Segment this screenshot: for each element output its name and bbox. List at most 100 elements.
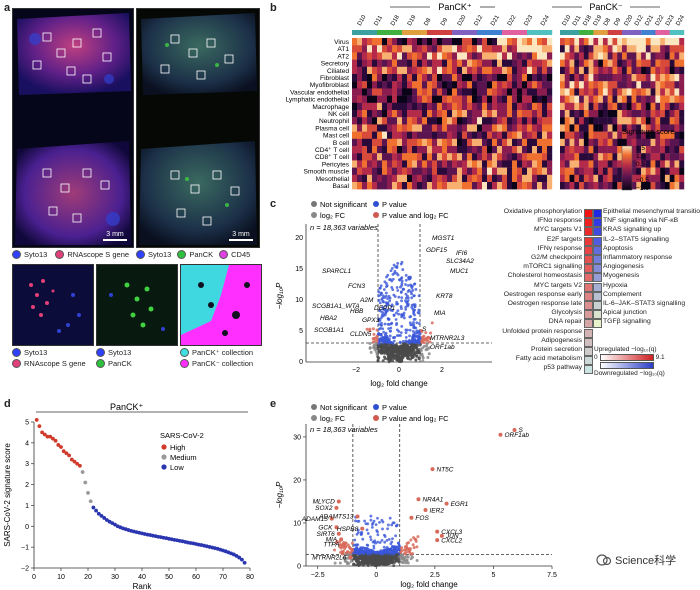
heatmap-cell — [645, 153, 651, 161]
heatmap-cell — [537, 102, 543, 111]
heatmap-cell — [412, 95, 418, 103]
pathway-label: Hypoxia — [603, 281, 628, 289]
heatmap-cell — [645, 131, 651, 139]
svg-text:S: S — [422, 326, 427, 333]
heatmap-cell — [392, 117, 398, 125]
heatmap-cell — [402, 95, 408, 103]
pathway-label: mTORC1 signalling — [523, 263, 582, 271]
heatmap-cell — [422, 45, 428, 53]
heatmap-cell — [598, 102, 604, 111]
volcano-c-point — [417, 337, 420, 341]
heatmap-cell — [579, 59, 585, 67]
heatmap-cell — [482, 102, 488, 111]
heatmap-cell — [492, 167, 498, 175]
volcano-c-point — [400, 354, 404, 358]
heatmap-cell — [626, 38, 632, 46]
heatmap-cell — [452, 45, 458, 53]
heatmap-cell — [502, 81, 508, 89]
heatmap-cell — [452, 167, 458, 175]
volcano-e-labeled-point — [336, 531, 341, 536]
heatmap-cell — [650, 81, 656, 89]
heatmap-cell — [512, 45, 518, 53]
heatmap-cell — [507, 52, 513, 60]
heatmap-cell — [542, 146, 548, 154]
volcano-c-point — [404, 305, 408, 309]
heatmap-cell — [598, 174, 604, 183]
heatmap-cell — [560, 138, 565, 147]
heatmap-cell — [422, 59, 428, 67]
heatmap-cell — [482, 52, 488, 60]
heatmap-cell — [367, 38, 373, 46]
heatmap-cell — [574, 160, 580, 168]
heatmap-row-label: Plasma cell — [315, 125, 349, 132]
heatmap-cell — [602, 95, 608, 103]
heatmap-cell — [447, 81, 453, 89]
heatmap-cell — [382, 174, 388, 183]
heatmap-cell — [427, 153, 433, 161]
heatmap-cell — [564, 38, 570, 46]
pathway-label: Apical junction — [603, 309, 647, 317]
heatmap-cell — [674, 88, 680, 96]
donor-strip-cell — [569, 30, 575, 35]
heatmap-cell — [477, 153, 483, 161]
heatmap-cell — [641, 167, 647, 175]
heatmap-cell — [593, 146, 599, 154]
heatmap-cell — [542, 88, 548, 96]
heatmap-cell — [560, 59, 565, 67]
volcano-e-ytick: 20 — [293, 477, 301, 484]
heatmap-cell — [412, 117, 418, 125]
heatmap-cell — [542, 66, 548, 75]
volcano-e-point — [371, 540, 375, 544]
volcano-c-point — [421, 354, 425, 358]
heatmap-cell — [655, 95, 661, 103]
pathway-label: E2F targets — [546, 235, 582, 243]
volcano-e-point — [389, 551, 393, 555]
heatmap-cell — [387, 174, 393, 183]
heatmap-cell — [645, 167, 651, 175]
volcano-e-point — [387, 538, 391, 541]
volcano-e-point — [385, 559, 389, 563]
heatmap-cell — [372, 52, 378, 60]
heatmap-cell — [427, 95, 433, 103]
heatmap-cell — [542, 59, 548, 67]
heatmap-cell — [569, 153, 575, 161]
heatmap-cell — [392, 95, 398, 103]
volcano-e-point — [390, 523, 394, 527]
heatmap-cell — [532, 110, 538, 118]
heatmap-cell — [569, 95, 575, 103]
svg-text:SPARCL1: SPARCL1 — [322, 268, 352, 275]
volcano-e-point — [380, 518, 384, 522]
heatmap-cell — [387, 146, 393, 154]
heatmap-cell — [367, 102, 373, 111]
heatmap-cell — [593, 66, 599, 75]
volcano-e-point — [385, 546, 389, 550]
volcano-c-point — [390, 279, 394, 283]
heatmap-cell — [517, 117, 523, 125]
svg-text:10: 10 — [295, 297, 303, 304]
heatmap-cell — [502, 131, 508, 139]
heatmap-cell — [447, 45, 453, 53]
heatmap-cell — [507, 88, 513, 96]
heatmap-cell — [517, 88, 523, 96]
heatmap-cell — [362, 81, 368, 89]
heatmap-cell — [432, 117, 438, 125]
heatmap-cell — [432, 66, 438, 75]
heatmap-cell — [402, 153, 408, 161]
heatmap-cell — [607, 160, 613, 168]
heatmap-cell — [512, 59, 518, 67]
svg-text:15: 15 — [295, 266, 303, 273]
heatmap-cell — [636, 182, 642, 190]
pathway-label: Unfolded protein response — [502, 327, 582, 335]
heatmap-cell — [547, 153, 553, 161]
heatmap-cell — [542, 174, 548, 183]
heatmap-cell — [442, 102, 448, 111]
heatmap-cell — [598, 59, 604, 67]
donor-label: D23 — [665, 14, 676, 27]
volcano-c-point — [381, 305, 385, 309]
heatmap-cell — [477, 52, 483, 60]
heatmap-cell — [472, 117, 478, 125]
heatmap-cell — [583, 74, 589, 82]
heatmap-cell — [417, 95, 423, 103]
heatmap-cell — [617, 174, 623, 183]
heatmap-cell — [560, 45, 565, 53]
